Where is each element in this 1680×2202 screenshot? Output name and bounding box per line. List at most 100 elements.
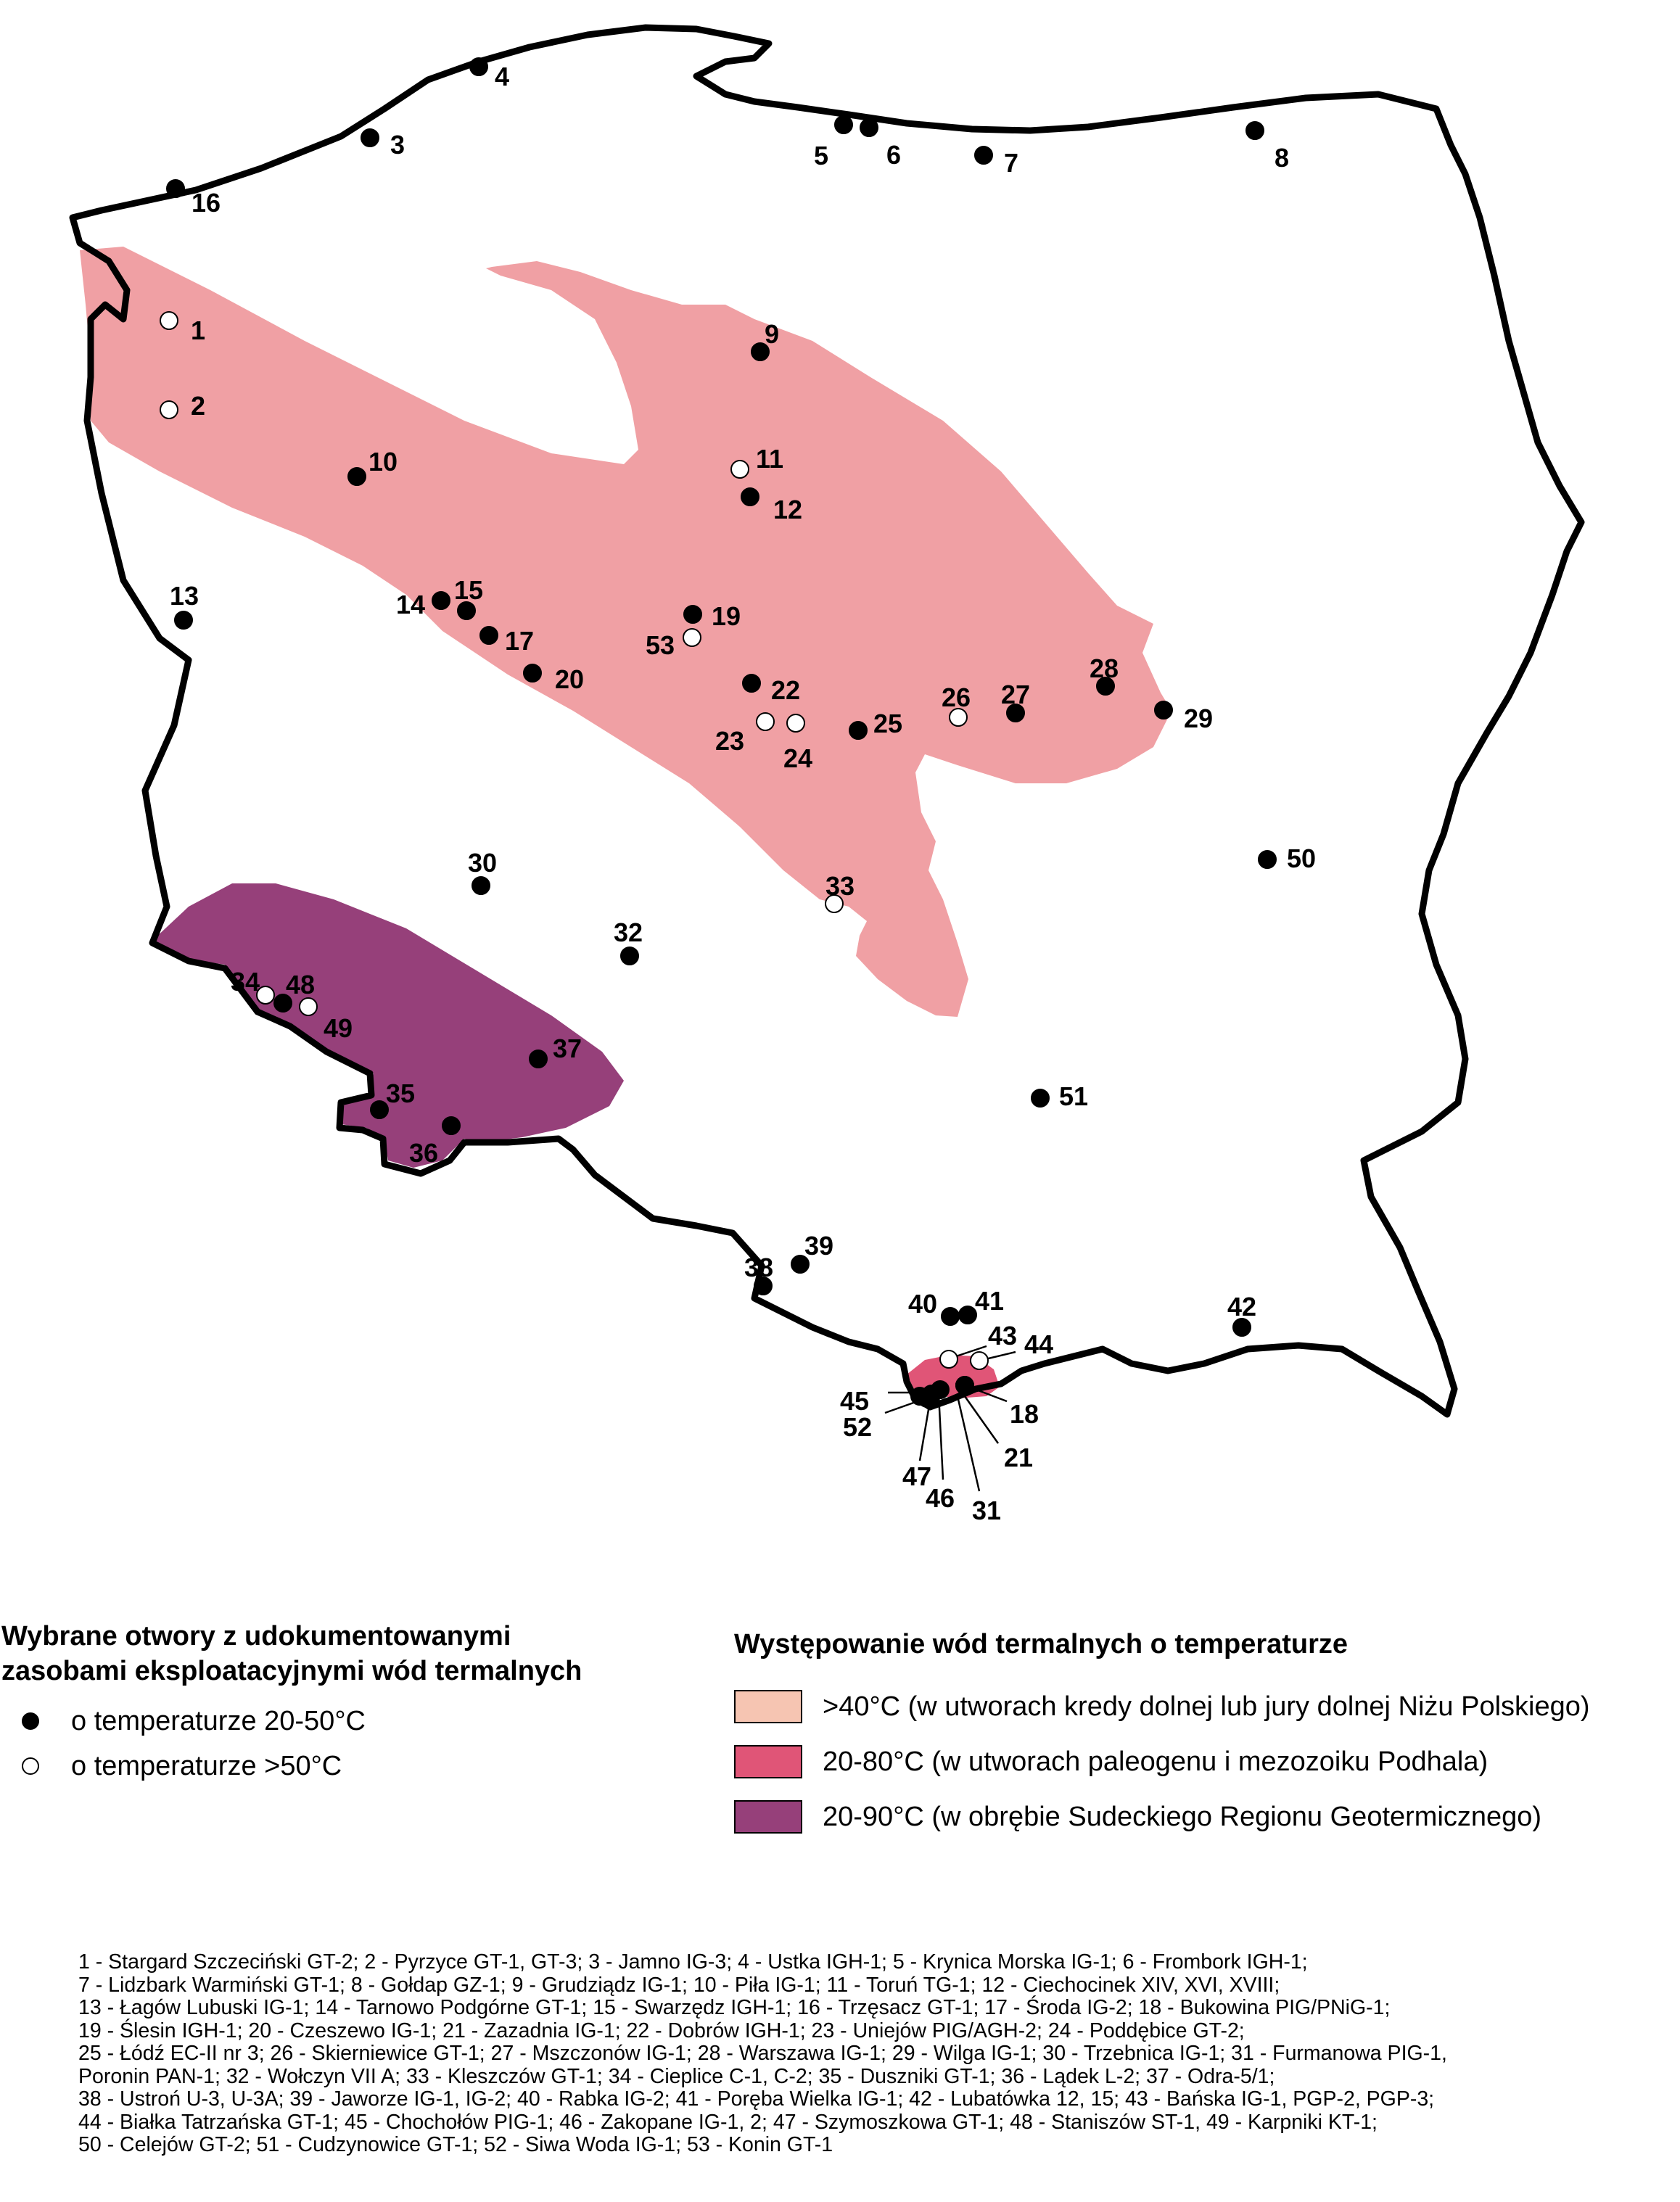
well-33-label: 33 [825,871,855,901]
well-23-marker [756,712,775,731]
well-3-marker [361,128,379,147]
hot-well-icon [22,1757,39,1775]
well-46-leader [937,1393,944,1480]
legend-waters-item: 20-90°C (w obrębie Sudeckiego Regionu Ge… [734,1789,1677,1844]
well-29-marker [1154,701,1173,719]
legend-waters-item: 20-80°C (w utworach paleogenu i mezozoik… [734,1734,1677,1789]
sudetic-thermal-zone [154,883,624,1168]
well-32-label: 32 [614,918,643,947]
well-7-label: 7 [1004,148,1018,178]
well-10-marker [347,467,366,486]
well-13-label: 13 [170,581,199,611]
well-21-leader [960,1390,1000,1444]
well-19-label: 19 [712,601,741,631]
well-1-label: 1 [191,316,205,345]
well-51-marker [1031,1089,1050,1108]
well-19-marker [683,605,702,624]
well-23-label: 23 [715,726,744,756]
warm-well-icon [22,1712,39,1730]
well-3-label: 3 [390,130,405,160]
well-8-marker [1245,121,1264,140]
well-50-label: 50 [1287,844,1316,873]
well-31-marker [955,1376,974,1395]
well-41-label: 41 [975,1286,1004,1316]
well-24-marker [786,714,805,733]
well-38-marker [754,1277,773,1295]
well-49-label: 49 [324,1013,353,1043]
podhale-swatch [734,1745,802,1778]
well-43-label: 43 [988,1321,1017,1351]
well-44-label: 44 [1024,1329,1053,1359]
legend-warm-label: o temperaturze 20-50°C [71,1705,366,1736]
well-42-marker [1232,1318,1251,1337]
well-30-marker [472,876,490,895]
well-1-marker [160,311,178,330]
legend-waters-title: Występowanie wód termalnych o temperatur… [734,1629,1348,1659]
well-4-marker [469,57,488,76]
well-16-label: 16 [192,188,221,218]
well-37-label: 37 [553,1034,582,1063]
well-28-label: 28 [1090,653,1119,683]
well-17-marker [479,626,498,645]
footnote-line: 25 - Łódź EC-II nr 3; 26 - Skierniewice … [78,2042,1447,2065]
well-33-marker [825,894,844,913]
well-49-marker [299,997,318,1016]
footnote-line: 13 - Łagów Lubuski IG-1; 14 - Tarnowo Po… [78,1996,1391,2019]
well-27-marker [1006,704,1025,722]
well-30-label: 30 [468,848,497,878]
well-9-marker [751,342,770,361]
well-31-label: 31 [972,1496,1001,1525]
well-35-label: 35 [386,1079,415,1108]
footnote-line: 38 - Ustroń U-3, U-3A; 39 - Jaworze IG-1… [78,2087,1435,2111]
well-36-label: 36 [409,1138,438,1168]
legend-waters-label: >40°C (w utworach kredy dolnej lub jury … [823,1691,1590,1722]
well-48-marker [273,994,292,1013]
well-7-marker [974,146,993,165]
well-29-label: 29 [1184,704,1213,733]
lowland-thermal-zone [80,247,1172,1017]
well-37-marker [529,1050,548,1068]
well-35-marker [370,1100,389,1119]
legend-waters-label: 20-80°C (w utworach paleogenu i mezozoik… [823,1746,1488,1777]
well-9-label: 9 [765,319,779,349]
well-32-marker [620,947,639,965]
well-12-label: 12 [773,495,802,524]
well-39-label: 39 [804,1231,833,1261]
well-11-label: 11 [756,444,783,474]
well-4-label: 4 [495,62,509,91]
well-8-label: 8 [1275,143,1289,173]
footnote-line: 7 - Lidzbark Warmiński GT-1; 8 - Gołdap … [78,1973,1280,1997]
well-17-label: 17 [505,626,534,656]
well-13-marker [174,611,193,630]
well-12-marker [741,487,759,506]
well-22-marker [742,674,761,693]
country-border [69,24,1585,1418]
well-42-label: 42 [1227,1292,1256,1321]
well-25-marker [849,721,868,740]
well-41-marker [958,1306,977,1324]
legend-wells: Wybrane otwory z udokumentowanymi zasoba… [1,1619,654,1789]
well-45-label: 45 [840,1386,869,1416]
well-14-marker [432,591,450,610]
well-43-marker [939,1350,958,1369]
legend-warm-row: o temperaturze 20-50°C [1,1699,654,1744]
well-52-marker [918,1389,936,1408]
well-39-marker [791,1255,810,1274]
well-40-label: 40 [908,1289,937,1319]
well-47-label: 47 [902,1461,931,1491]
legend-wells-title-line2: zasobami eksploatacyjnymi wód termalnych [1,1656,582,1686]
well-52-label: 52 [843,1412,872,1442]
well-20-marker [523,664,542,683]
well-26-label: 26 [942,683,971,712]
well-53-marker [683,628,701,647]
legend-waters: Występowanie wód termalnych o temperatur… [734,1627,1677,1844]
well-10-label: 10 [368,447,398,477]
well-26-marker [949,708,968,727]
cretaceous-swatch [734,1690,802,1723]
well-20-label: 20 [555,664,584,694]
well-11-marker [730,460,749,479]
footnote-line: 1 - Stargard Szczeciński GT-2; 2 - Pyrzy… [78,1950,1308,1974]
legend-waters-label: 20-90°C (w obrębie Sudeckiego Regionu Ge… [823,1801,1542,1832]
well-44-marker [970,1351,989,1370]
well-24-label: 24 [783,743,812,773]
